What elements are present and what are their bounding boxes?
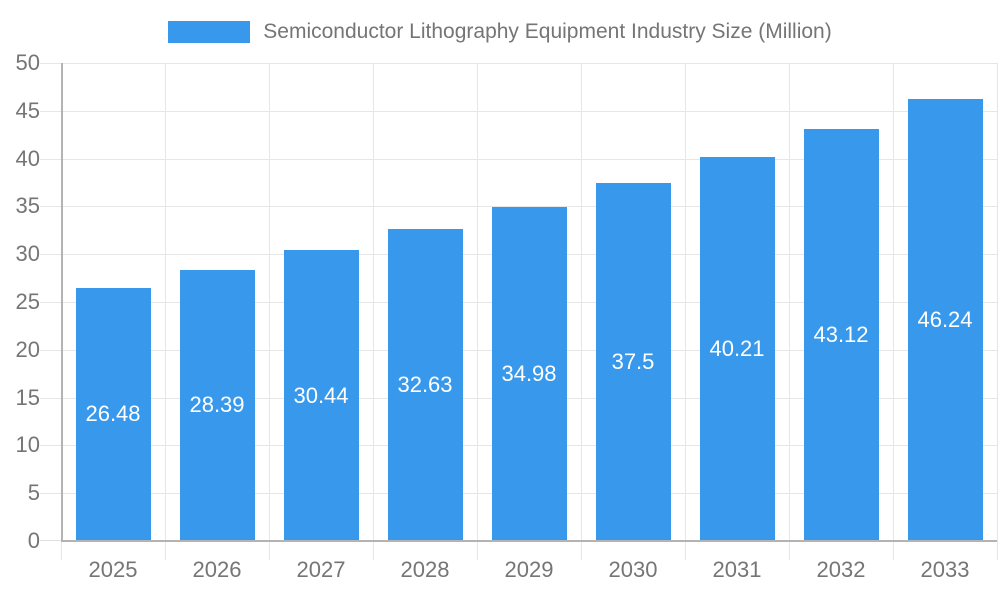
bar-2031: 40.21 (699, 156, 775, 541)
x-tick-label-2031: 2031 (712, 557, 762, 582)
bar-2025: 26.48 (75, 287, 151, 541)
v-gridline-8 (892, 63, 894, 560)
x-axis-line (61, 540, 997, 542)
legend: Semiconductor Lithography Equipment Indu… (0, 14, 1000, 50)
x-tick-label-2026: 2026 (192, 557, 242, 582)
x-tick-label-2025: 2025 (88, 557, 138, 582)
x-tick-label-2028: 2028 (400, 557, 450, 582)
bar-2029: 34.98 (491, 206, 567, 541)
plot-area: 26.48 28.39 30.44 32.63 34.98 37.5 40.21 43.12 4… (40, 63, 998, 560)
v-gridline-7 (788, 63, 790, 560)
bar-2033: 46.24 (907, 98, 983, 541)
x-tick-label-2029: 2029 (504, 557, 554, 582)
y-tick-label-5: 5 (27, 480, 40, 506)
bar-value-label: 26.48 (85, 401, 141, 427)
h-gridline-50 (40, 63, 997, 64)
bar-2030: 37.5 (595, 182, 671, 541)
y-tick-label-50: 50 (15, 50, 40, 75)
bar-2028: 32.63 (387, 229, 463, 541)
y-tick-label-25: 25 (15, 289, 40, 314)
bar-value-label: 32.63 (397, 372, 453, 398)
y-tick-label-35: 35 (15, 193, 40, 219)
y-tick-label-45: 45 (15, 97, 40, 123)
x-tick-label-2033: 2033 (920, 557, 970, 582)
bar-value-label: 37.5 (611, 348, 655, 374)
bar-2032: 43.12 (803, 128, 879, 541)
v-gridline-3 (372, 63, 374, 560)
x-tick-label-2030: 2030 (608, 557, 658, 582)
x-tick-label-2032: 2032 (816, 557, 866, 582)
v-gridline-6 (684, 63, 686, 560)
v-gridline-4 (476, 63, 478, 560)
v-gridline-9 (996, 63, 998, 560)
bar-2027: 30.44 (283, 250, 359, 541)
bar-value-label: 40.21 (709, 335, 765, 361)
y-tick-label-0: 0 (27, 528, 40, 553)
y-tick-label-20: 20 (15, 336, 40, 362)
bar-value-label: 34.98 (501, 360, 557, 386)
h-gridline-40 (40, 158, 997, 160)
v-gridline-2 (268, 63, 270, 560)
v-gridline-1 (164, 63, 166, 560)
y-tick-label-10: 10 (15, 432, 40, 458)
bar-value-label: 28.39 (189, 392, 245, 418)
y-tick-label-30: 30 (15, 241, 40, 267)
x-axis-tick-labels: 2025 2026 2027 2028 2029 2030 2031 2032 2033 (61, 557, 997, 587)
y-tick-label-15: 15 (15, 384, 40, 410)
v-gridline-5 (580, 63, 582, 560)
y-axis-tick-labels: 0 5 10 15 20 25 30 35 40 45 50 (0, 50, 40, 553)
bar-value-label: 43.12 (813, 321, 869, 347)
bar-value-label: 30.44 (293, 382, 349, 408)
y-zero-tick (40, 540, 61, 541)
bar-2026: 28.39 (179, 269, 255, 541)
legend-swatch (168, 21, 251, 43)
y-tick-label-40: 40 (15, 145, 40, 171)
x-tick-label-2027: 2027 (296, 557, 346, 582)
legend-label: Semiconductor Lithography Equipment Indu… (263, 20, 832, 43)
h-gridline-45 (40, 110, 997, 112)
bar-value-label: 46.24 (917, 306, 973, 332)
y-axis-line (61, 63, 63, 541)
